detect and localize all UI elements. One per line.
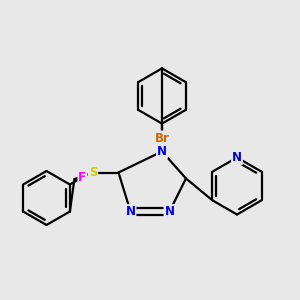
Text: F: F [78, 171, 86, 184]
Text: S: S [89, 166, 97, 179]
Text: N: N [164, 205, 175, 218]
Text: N: N [232, 151, 242, 164]
Text: N: N [125, 205, 136, 218]
Text: Br: Br [154, 131, 169, 145]
Text: N: N [157, 145, 167, 158]
